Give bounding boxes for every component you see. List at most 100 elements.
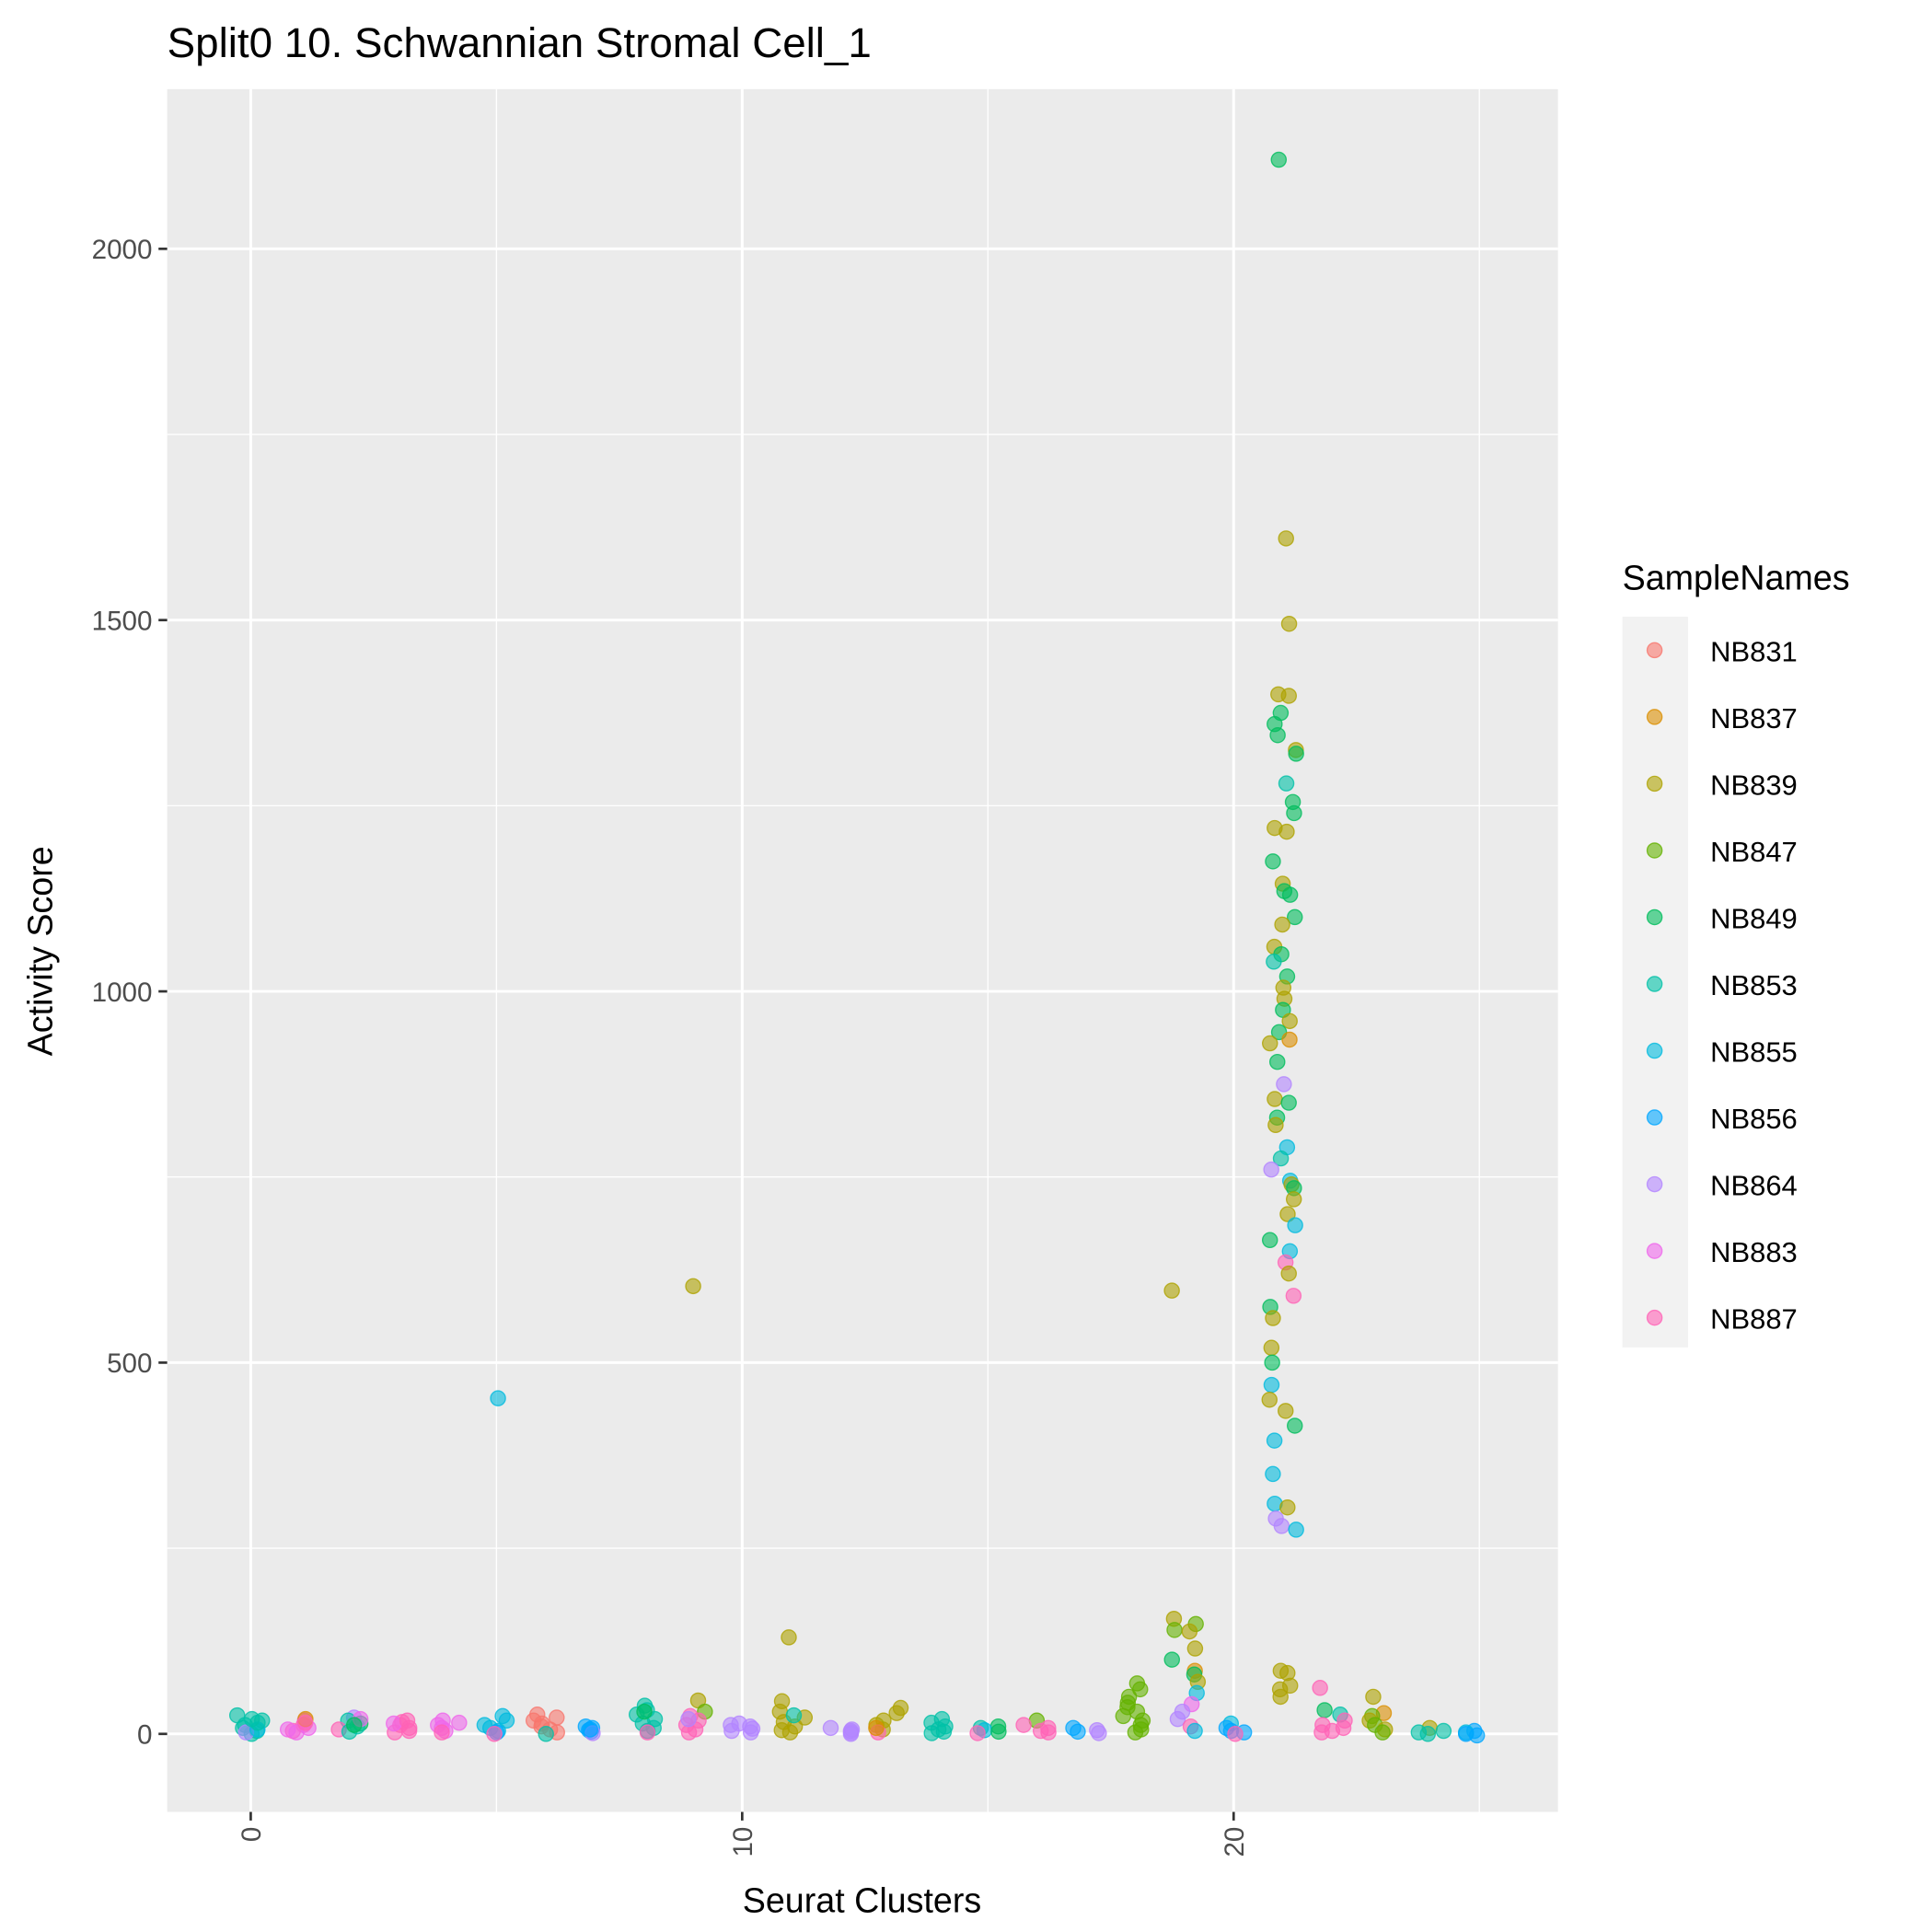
- data-point-nb864: [1263, 1161, 1279, 1178]
- points: [228, 151, 1486, 1744]
- data-point-nb887: [399, 1712, 416, 1730]
- data-point-nb853: [538, 1726, 554, 1742]
- data-point-nb856: [582, 1721, 598, 1738]
- data-point-nb847: [1132, 1681, 1149, 1698]
- data-point-nb856: [1468, 1727, 1486, 1744]
- data-point-nb839: [1265, 1310, 1281, 1326]
- data-point-nb849: [345, 1717, 363, 1733]
- legend-key-nb856: [1646, 1109, 1663, 1126]
- data-point-nb839: [1186, 1640, 1204, 1657]
- data-point-nb853: [1272, 1150, 1290, 1167]
- data-point-nb839: [1267, 1116, 1284, 1134]
- data-point-nb839: [685, 1278, 701, 1295]
- legend-key-nb853: [1646, 976, 1663, 992]
- data-point-nb864: [1276, 1076, 1292, 1093]
- legend-key-nb855: [1646, 1042, 1663, 1059]
- data-point-nb839: [1181, 1623, 1198, 1640]
- data-point-nb847: [1166, 1622, 1183, 1638]
- legend-key-nb883: [1646, 1243, 1663, 1259]
- data-point-nb847: [1374, 1724, 1391, 1741]
- data-point-nb887: [434, 1724, 450, 1741]
- data-point-nb887: [1313, 1724, 1330, 1741]
- data-point-nb855: [490, 1390, 506, 1406]
- data-point-nb864: [723, 1717, 739, 1733]
- legend-label: NB887: [1710, 1303, 1798, 1336]
- data-point-nb887: [1285, 1288, 1302, 1304]
- data-point-nb855: [1288, 1521, 1304, 1538]
- data-point-nb856: [1070, 1723, 1086, 1741]
- data-point-nb839: [1365, 1688, 1382, 1706]
- legend-title: SampleNames: [1623, 558, 1850, 596]
- data-point-nb855: [498, 1712, 515, 1730]
- data-point-nb839: [1279, 1498, 1296, 1516]
- data-point-nb839: [1280, 1265, 1297, 1282]
- data-point-nb849: [1281, 886, 1299, 903]
- data-point-nb864: [1091, 1725, 1107, 1741]
- data-point-nb887: [1227, 1726, 1244, 1742]
- data-point-nb849: [1288, 746, 1304, 762]
- data-point-nb849: [1280, 1094, 1297, 1111]
- data-point-nb849: [1286, 804, 1302, 822]
- data-point-nb839: [1274, 916, 1290, 933]
- y-tick-label: 500: [107, 1348, 152, 1379]
- data-point-nb853: [1435, 1722, 1452, 1740]
- legend-key-nb837: [1646, 709, 1663, 725]
- data-point-nb839: [1261, 1392, 1278, 1408]
- data-point-nb887: [1040, 1724, 1057, 1741]
- data-point-nb887: [1312, 1680, 1328, 1696]
- data-point-nb864: [822, 1719, 839, 1737]
- data-point-nb839: [1267, 1091, 1283, 1107]
- data-point-nb839: [1285, 1191, 1302, 1208]
- data-point-nb887: [680, 1724, 698, 1741]
- legend-label: NB864: [1710, 1170, 1798, 1202]
- data-point-nb839: [781, 1724, 799, 1741]
- legend-key-nb839: [1646, 775, 1663, 792]
- legend-label: NB853: [1710, 969, 1798, 1001]
- data-point-nb855: [1186, 1722, 1203, 1740]
- data-point-nb839: [1280, 615, 1298, 632]
- data-point-nb847: [1127, 1724, 1144, 1741]
- data-point-nb883: [451, 1714, 468, 1731]
- y-axis-label: Activity Score: [21, 846, 60, 1056]
- data-point-nb849: [1265, 853, 1281, 870]
- data-point-nb864: [680, 1710, 697, 1728]
- data-point-nb853: [785, 1706, 803, 1724]
- data-point-nb855: [1263, 1376, 1280, 1394]
- data-point-nb837: [1281, 1031, 1298, 1048]
- data-point-nb849: [636, 1703, 653, 1720]
- data-point-nb883: [386, 1715, 402, 1732]
- legend-label: NB839: [1710, 769, 1798, 802]
- data-point-nb849: [1163, 1651, 1181, 1668]
- data-point-nb887: [639, 1724, 656, 1741]
- data-point-nb849: [1316, 1702, 1333, 1718]
- data-point-nb853: [1419, 1726, 1437, 1742]
- legend: SampleNames NB831 NB837 NB839 NB847 NB849 NB8…: [1622, 558, 1850, 1348]
- data-point-nb855: [1265, 1465, 1281, 1483]
- y-tick-label: 1000: [92, 978, 153, 1008]
- data-point-nb855: [1266, 1432, 1283, 1449]
- data-point-nb853: [243, 1710, 260, 1728]
- data-point-nb839: [888, 1705, 905, 1721]
- chart-title: Split0 10. Schwannian Stromal Cell_1: [168, 19, 872, 66]
- data-point-nb849: [1264, 1354, 1280, 1371]
- y-tick-label: 2000: [92, 235, 153, 265]
- data-point-nb853: [1266, 954, 1282, 970]
- data-point-nb849: [1269, 726, 1286, 744]
- data-point-nb839: [781, 1629, 797, 1646]
- legend-key-nb864: [1646, 1175, 1663, 1193]
- legend-key-nb831: [1646, 642, 1663, 659]
- legend-label: NB855: [1710, 1036, 1798, 1069]
- legend-label: NB856: [1710, 1103, 1798, 1135]
- data-point-nb883: [279, 1721, 296, 1738]
- legend-label: NB883: [1710, 1236, 1798, 1268]
- legend-key-nb887: [1646, 1309, 1663, 1326]
- data-point-nb839: [1279, 1206, 1296, 1222]
- legend-label: NB831: [1710, 636, 1798, 668]
- plot-panel: [167, 88, 1558, 1812]
- data-point-nb839: [1272, 1688, 1289, 1706]
- data-point-nb849: [1270, 151, 1288, 168]
- x-tick-label: 20: [1220, 1827, 1250, 1857]
- data-point-nb887: [1015, 1717, 1032, 1733]
- y-axis: 0 500 1000 1500 2000: [92, 235, 168, 1751]
